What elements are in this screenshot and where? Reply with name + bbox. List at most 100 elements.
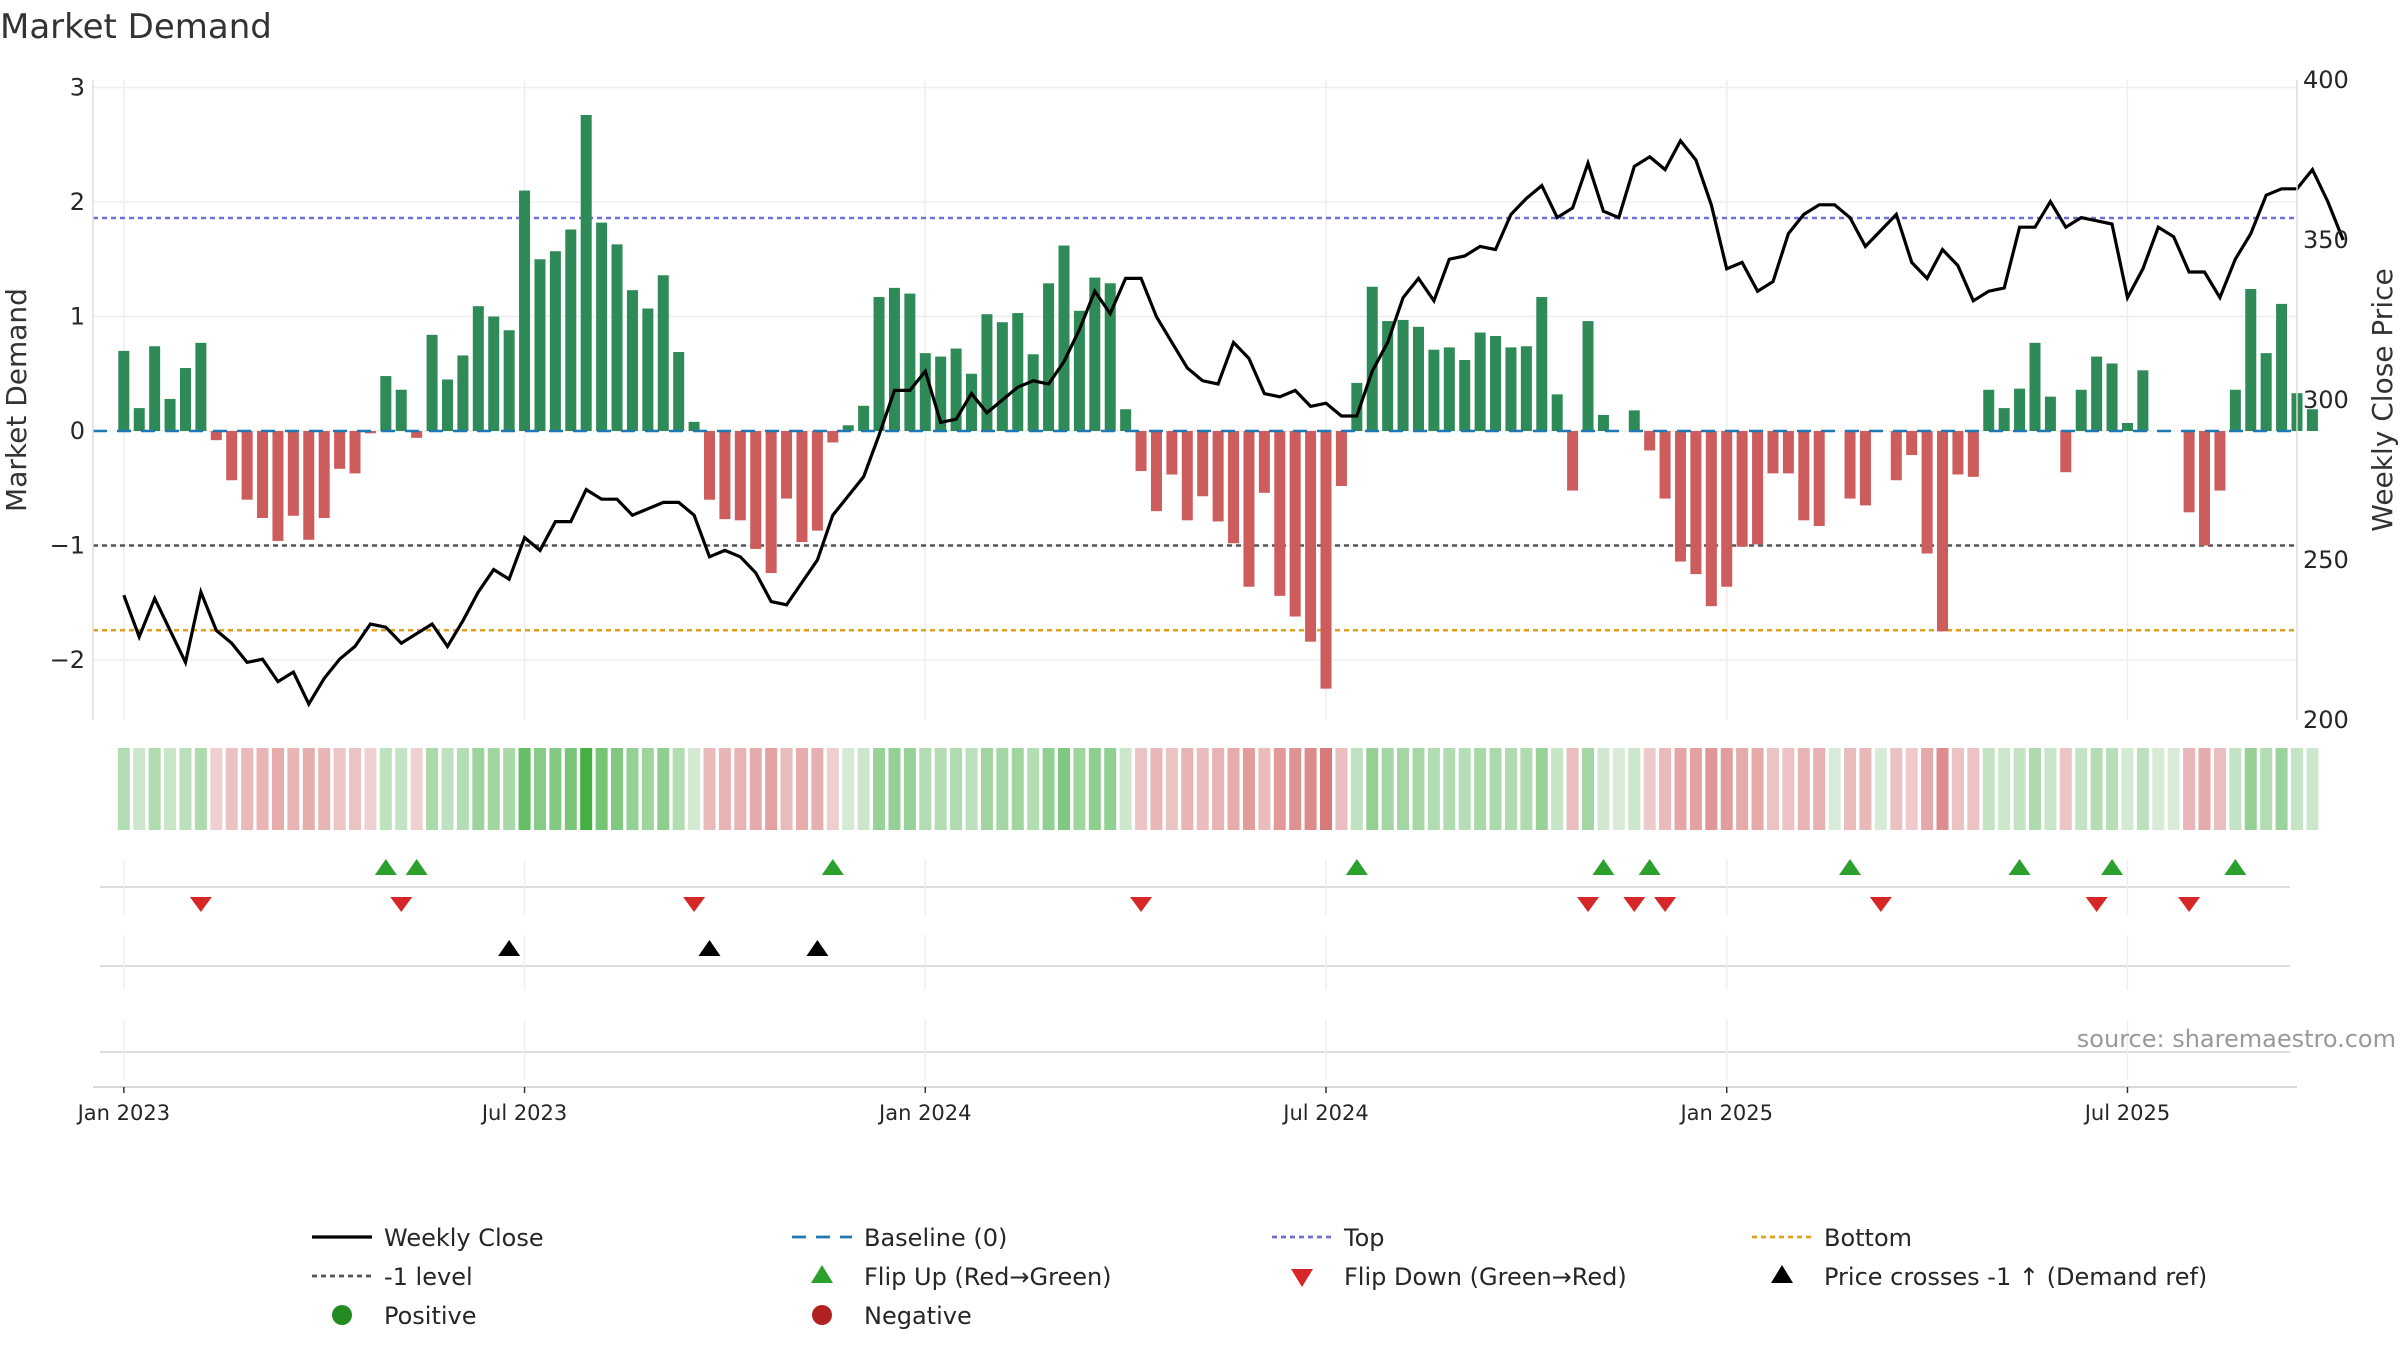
heat-cell [1443,748,1456,830]
demand-bar [457,355,469,431]
demand-bar [1366,286,1378,431]
demand-bar [2260,353,2272,431]
flip-down-marker [1654,897,1677,912]
heat-cell [2306,748,2319,830]
y-tick-label: 2 [70,188,85,216]
legend-item: Baseline (0) [792,1224,1007,1252]
heat-cell [2059,748,2072,830]
legend-label: Positive [384,1302,477,1330]
heat-cell [1967,748,1980,830]
demand-bar [1536,297,1548,431]
heat-cell [426,748,439,830]
demand-bar [1937,431,1949,632]
heat-cell [2260,748,2273,830]
demand-bar [2121,422,2133,431]
demand-bar [1474,332,1486,431]
demand-bar [1382,321,1394,431]
heat-cell [241,748,254,830]
demand-bar [704,431,716,500]
heat-cell [580,748,593,830]
y-axis-title: Market Demand [0,288,33,512]
heat-cell [934,748,947,830]
demand-bar [966,373,978,431]
heat-cell [749,748,762,830]
x-tick-label: Jul 2024 [1281,1101,1368,1125]
heat-cell [641,748,654,830]
legend-item: Negative [812,1302,972,1330]
demand-bar [1813,431,1825,527]
demand-bar [1505,347,1517,431]
legend-label: Negative [864,1302,972,1330]
heat-cell [1628,748,1641,830]
demand-bar [1844,431,1856,499]
y2-tick-label: 300 [2303,386,2349,414]
heat-cell [2275,748,2288,830]
heat-cell [1196,748,1209,830]
demand-bar [2137,370,2149,431]
legend-label: Flip Down (Green→Red) [1344,1263,1627,1291]
price-cross-marker [498,940,521,956]
heat-cell [1242,748,1255,830]
demand-bar [1443,347,1455,431]
heat-cell [780,748,793,830]
heat-cell [472,748,485,830]
heat-cell [1150,748,1163,830]
demand-bar [2183,431,2195,513]
heat-cell [1474,748,1487,830]
heat-cell [2167,748,2180,830]
demand-bar [1428,349,1440,431]
heat-cell [1057,748,1070,830]
demand-bar [565,229,577,431]
demand-bar [2276,303,2288,431]
heat-cell [271,748,284,830]
y2-tick-label: 400 [2303,66,2349,94]
heat-cell [1828,748,1841,830]
heat-cell [1212,748,1225,830]
demand-bar [1690,431,1702,575]
heat-cell [302,748,315,830]
heat-cell [1705,748,1718,830]
demand-bar [811,431,823,531]
heat-cell [1335,748,1348,830]
legend-swatch [812,1305,832,1325]
demand-bar [1027,354,1039,431]
heat-cell [1381,748,1394,830]
x-tick-label: Jan 2025 [1678,1101,1773,1125]
heat-cell [549,748,562,830]
heat-cell [1073,748,1086,830]
heat-cell [1119,748,1132,830]
heat-cell [117,748,130,830]
heat-cell [1982,748,1995,830]
demand-bar [611,244,623,431]
x-axis-ticks: Jan 2023 Jul 2023 Jan 2024 Jul 2024 Jan 2025… [76,1087,2170,1125]
demand-bar [1582,321,1594,431]
y-tick-label: 1 [70,303,85,331]
demand-bar [2106,363,2118,431]
demand-bar [1998,408,2010,431]
demand-bar [395,389,407,431]
empty-panel [93,1020,2297,1088]
heat-cell [965,748,978,830]
price-cross-marker [806,940,829,956]
demand-bar [626,290,638,431]
demand-bar [1243,431,1255,587]
demand-bar [2091,356,2103,431]
demand-bar [411,431,423,438]
legend-swatch [1771,1265,1793,1283]
legend-item: Positive [332,1302,477,1330]
demand-bar [904,293,916,431]
demand-bar [1043,283,1055,431]
demand-bar [472,306,484,431]
y-tick-label: −2 [50,646,85,674]
flip-down-marker [2085,897,2108,912]
heat-cell [564,748,577,830]
heat-cell [1921,748,1934,830]
heat-cell [2044,748,2057,830]
heat-cell [903,748,916,830]
demand-bar [1644,431,1656,451]
heat-cell [287,748,300,830]
demand-bars [118,114,2318,689]
demand-bar [118,350,130,431]
demand-bar [1628,410,1640,431]
heat-cell [765,748,778,830]
